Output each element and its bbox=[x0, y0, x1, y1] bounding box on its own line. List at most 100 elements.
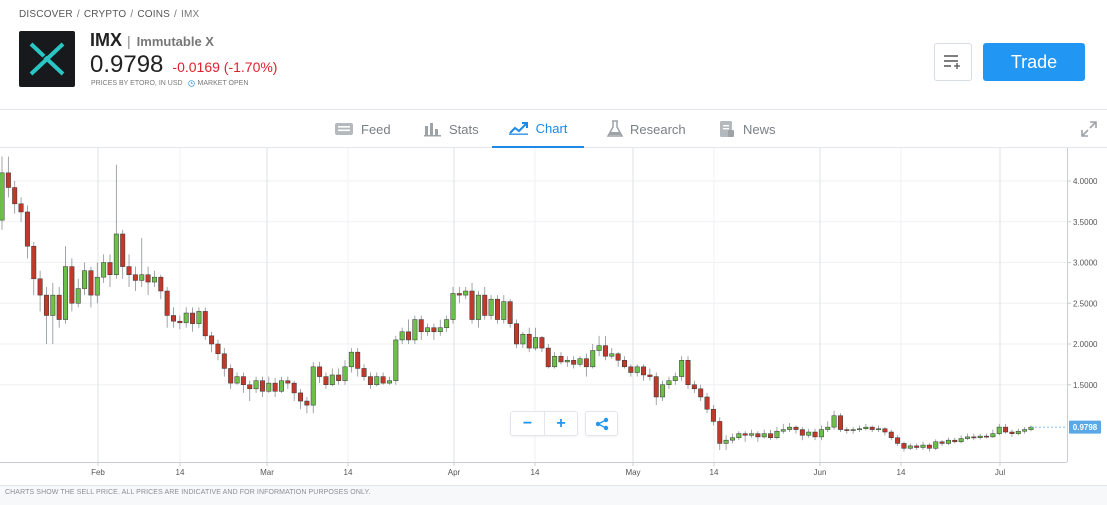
candle-body bbox=[996, 426, 1002, 434]
trade-button[interactable]: Trade bbox=[983, 43, 1085, 81]
candle-body bbox=[113, 233, 119, 275]
candle-body bbox=[907, 445, 913, 449]
zoom-in-button[interactable]: + bbox=[544, 412, 577, 435]
y-axis-label: 3.0000 bbox=[1073, 259, 1098, 268]
chart-canvas[interactable]: 4.0000 3.5000 3.0000 2.5000 2.0000 1.5000 Feb 1… bbox=[0, 148, 1107, 485]
breadcrumb-coins[interactable]: COINS bbox=[137, 9, 170, 20]
candle-body bbox=[1003, 426, 1009, 433]
candle-body bbox=[615, 353, 621, 361]
candle-body bbox=[710, 408, 716, 422]
tab-stats[interactable]: Stats bbox=[424, 110, 479, 148]
price-chart[interactable]: 4.0000 3.5000 3.0000 2.5000 2.0000 1.5000 Feb 1… bbox=[0, 148, 1107, 485]
candle-body bbox=[50, 294, 56, 316]
candle-body bbox=[583, 358, 589, 368]
breadcrumb-crypto[interactable]: CRYPTO bbox=[83, 9, 127, 20]
share-chart-button[interactable] bbox=[585, 411, 618, 436]
tab-research[interactable]: Research bbox=[607, 110, 686, 148]
tab-label: Chart bbox=[535, 120, 568, 136]
candle-body bbox=[837, 415, 843, 430]
candle-body bbox=[221, 353, 227, 369]
candle-body bbox=[361, 368, 367, 377]
candle-body bbox=[367, 376, 373, 386]
candle-body bbox=[418, 319, 424, 333]
candle-body bbox=[380, 376, 386, 384]
candle-body bbox=[552, 355, 558, 368]
x-axis-label: May bbox=[625, 468, 640, 477]
prices-note: PRICES BY ETORO, IN USD bbox=[91, 80, 183, 87]
candle-body bbox=[723, 439, 729, 444]
candle-body bbox=[596, 345, 602, 351]
x-axis-label: 14 bbox=[344, 468, 353, 477]
candle-body bbox=[348, 351, 354, 368]
x-axis-label: Apr bbox=[448, 468, 461, 477]
candle-body bbox=[145, 274, 151, 283]
candle-body bbox=[602, 345, 608, 357]
disclaimer-text: CHARTS SHOW THE SELL PRICE. ALL PRICES A… bbox=[5, 489, 371, 496]
y-axis-label: 1.5000 bbox=[1073, 381, 1098, 390]
tab-news[interactable]: News bbox=[718, 110, 776, 148]
candle-body bbox=[501, 301, 507, 320]
y-axis-label: 4.0000 bbox=[1073, 177, 1098, 186]
candle-body bbox=[704, 396, 710, 410]
candle-body bbox=[533, 337, 539, 349]
candle-body bbox=[679, 360, 685, 377]
price-meta: PRICES BY ETORO, IN USD MARKET OPEN bbox=[91, 80, 248, 87]
candle-body bbox=[729, 437, 735, 441]
ticker-symbol: IMX bbox=[90, 30, 123, 50]
candle-body bbox=[799, 429, 805, 436]
candle-body bbox=[469, 290, 475, 320]
candle-body bbox=[672, 376, 678, 381]
breadcrumb-current: IMX bbox=[180, 9, 200, 20]
tab-chart[interactable]: Chart bbox=[492, 110, 584, 148]
news-icon bbox=[720, 121, 734, 137]
instrument-title: IMX | Immutable X bbox=[90, 30, 214, 51]
candle-body bbox=[259, 380, 265, 392]
candle-body bbox=[653, 376, 659, 398]
candle-body bbox=[749, 433, 754, 436]
candle-body bbox=[857, 428, 862, 431]
candle-body bbox=[647, 374, 653, 377]
candle-body bbox=[56, 294, 62, 320]
candle-body bbox=[450, 293, 456, 320]
candle-body bbox=[977, 435, 983, 438]
candle-body bbox=[209, 335, 215, 345]
tab-label: Stats bbox=[449, 121, 479, 137]
candle-body bbox=[196, 311, 202, 324]
tab-feed[interactable]: Feed bbox=[334, 110, 391, 148]
candle-body bbox=[190, 312, 196, 324]
candle-body bbox=[742, 433, 748, 436]
zoom-out-button[interactable]: − bbox=[522, 414, 533, 432]
candle-body bbox=[926, 444, 932, 449]
stats-icon bbox=[424, 123, 441, 137]
candle-body bbox=[120, 233, 126, 267]
candle-body bbox=[75, 288, 81, 304]
candle-body bbox=[215, 343, 221, 355]
candle-body bbox=[285, 380, 291, 384]
candle-body bbox=[298, 392, 304, 402]
candle-body bbox=[876, 428, 882, 431]
candle-body bbox=[558, 355, 564, 363]
tab-label: Feed bbox=[361, 121, 391, 137]
candle-body bbox=[494, 298, 500, 320]
add-to-watchlist-button[interactable] bbox=[934, 43, 972, 81]
candle-body bbox=[342, 366, 348, 381]
candle-body bbox=[990, 433, 996, 438]
feed-icon bbox=[335, 123, 353, 135]
candle-body bbox=[329, 374, 335, 386]
candle-body bbox=[355, 351, 361, 369]
candle-body bbox=[88, 270, 94, 296]
instrument-name: Immutable X bbox=[136, 34, 214, 49]
breadcrumb-discover[interactable]: DISCOVER bbox=[19, 9, 73, 20]
candle-body bbox=[475, 294, 481, 320]
candle-body bbox=[177, 320, 183, 324]
candle-body bbox=[107, 262, 113, 275]
candle-body bbox=[164, 290, 170, 316]
fullscreen-button[interactable] bbox=[1080, 120, 1098, 143]
candle-body bbox=[571, 360, 577, 365]
candle-body bbox=[761, 433, 767, 438]
candle-body bbox=[43, 294, 49, 316]
x-axis-label: 14 bbox=[176, 468, 185, 477]
candle-body bbox=[755, 433, 761, 438]
candle-body bbox=[882, 428, 888, 433]
candle-body bbox=[82, 270, 88, 289]
